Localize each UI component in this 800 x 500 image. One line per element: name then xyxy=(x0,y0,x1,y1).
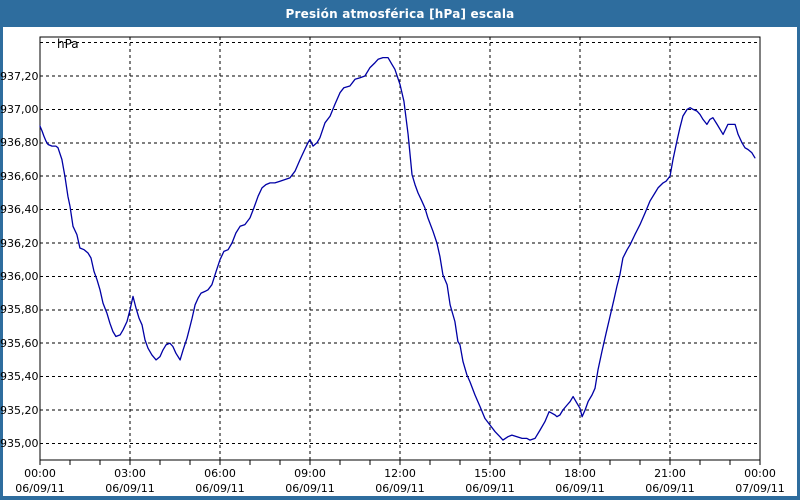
chart-title: Presión atmosférica [hPa] escala xyxy=(285,6,515,21)
title-bar: Presión atmosférica [hPa] escala xyxy=(0,0,800,27)
pressure-series-line xyxy=(39,56,756,441)
